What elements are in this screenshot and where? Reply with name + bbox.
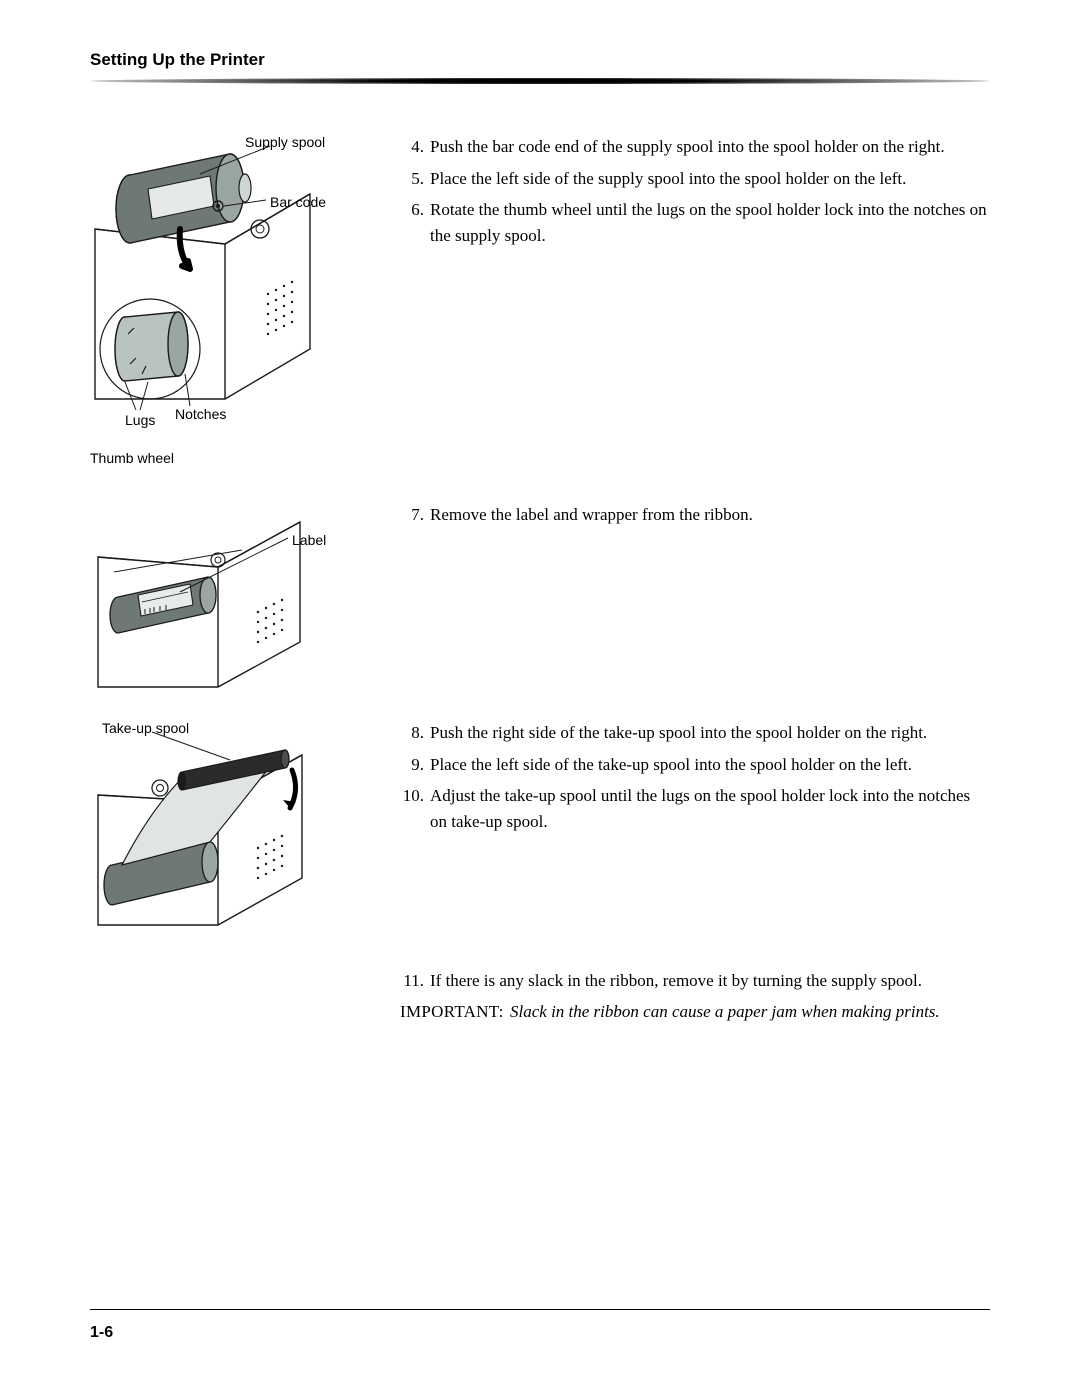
section-4: 11.If there is any slack in the ribbon, …: [90, 968, 990, 1024]
section-2: Label: [90, 502, 990, 702]
step-text: Place the left side of the supply spool …: [430, 166, 990, 192]
step-text: Push the bar code end of the supply spoo…: [430, 134, 990, 160]
step-text: Place the left side of the take-up spool…: [430, 752, 990, 778]
step-text: Adjust the take-up spool until the lugs …: [430, 783, 990, 834]
step-number: 10.: [400, 783, 430, 834]
figure-1-column: Supply spool Bar code Lugs Notches Thumb…: [90, 134, 380, 484]
figure-1-label-supply-spool: Supply spool: [245, 134, 325, 150]
section-1: Supply spool Bar code Lugs Notches Thumb…: [90, 134, 990, 484]
step-number: 8.: [400, 720, 430, 746]
header-rule: [90, 78, 990, 84]
steps-4-6: 4.Push the bar code end of the supply sp…: [380, 134, 990, 254]
figure-2-label-label: Label: [292, 532, 326, 548]
step-text: Remove the label and wrapper from the ri…: [430, 502, 990, 528]
step-text: Rotate the thumb wheel until the lugs on…: [430, 197, 990, 248]
figure-3: Take-up spool: [90, 720, 380, 950]
figure-1-label-notches: Notches: [175, 406, 226, 422]
figure-1: Supply spool Bar code Lugs Notches Thumb…: [90, 134, 380, 484]
figure-1-label-bar-code: Bar code: [270, 194, 326, 210]
important-text: Slack in the ribbon can cause a paper ja…: [510, 1000, 990, 1025]
figure-1-diagram: [90, 134, 340, 434]
step-number: 7.: [400, 502, 430, 528]
step-text: If there is any slack in the ribbon, rem…: [430, 968, 990, 994]
step-item: 10.Adjust the take-up spool until the lu…: [400, 783, 990, 834]
page-content: Supply spool Bar code Lugs Notches Thumb…: [90, 134, 990, 1024]
step-item: 7.Remove the label and wrapper from the …: [400, 502, 990, 528]
steps-8-10: 8.Push the right side of the take-up spo…: [380, 720, 990, 840]
steps-7: 7.Remove the label and wrapper from the …: [380, 502, 990, 534]
step-text: Push the right side of the take-up spool…: [430, 720, 990, 746]
step-number: 6.: [400, 197, 430, 248]
page-footer: 1-6: [90, 1309, 990, 1342]
step-item: 8.Push the right side of the take-up spo…: [400, 720, 990, 746]
figure-3-column: Take-up spool: [90, 720, 380, 950]
page-header-title: Setting Up the Printer: [90, 50, 990, 70]
step-item: 4.Push the bar code end of the supply sp…: [400, 134, 990, 160]
figure-2-column: Label: [90, 502, 380, 702]
figure-1-label-lugs: Lugs: [125, 412, 155, 428]
page-number: 1-6: [90, 1324, 990, 1342]
section-3: Take-up spool: [90, 720, 990, 950]
step-item: 6.Rotate the thumb wheel until the lugs …: [400, 197, 990, 248]
footer-rule: [90, 1309, 990, 1310]
figure-1-label-thumb-wheel: Thumb wheel: [90, 450, 174, 466]
figure-2: Label: [90, 502, 380, 702]
step-number: 9.: [400, 752, 430, 778]
step-number: 11.: [400, 968, 430, 994]
figure-3-diagram: [90, 720, 330, 940]
step-number: 4.: [400, 134, 430, 160]
figure-3-label-takeup-spool: Take-up spool: [102, 720, 189, 736]
step-number: 5.: [400, 166, 430, 192]
important-label: IMPORTANT:: [400, 1000, 510, 1025]
steps-11-and-note: 11.If there is any slack in the ribbon, …: [380, 968, 990, 1024]
important-note: IMPORTANT: Slack in the ribbon can cause…: [400, 1000, 990, 1025]
step-item: 11.If there is any slack in the ribbon, …: [400, 968, 990, 994]
step-item: 5.Place the left side of the supply spoo…: [400, 166, 990, 192]
step-item: 9.Place the left side of the take-up spo…: [400, 752, 990, 778]
